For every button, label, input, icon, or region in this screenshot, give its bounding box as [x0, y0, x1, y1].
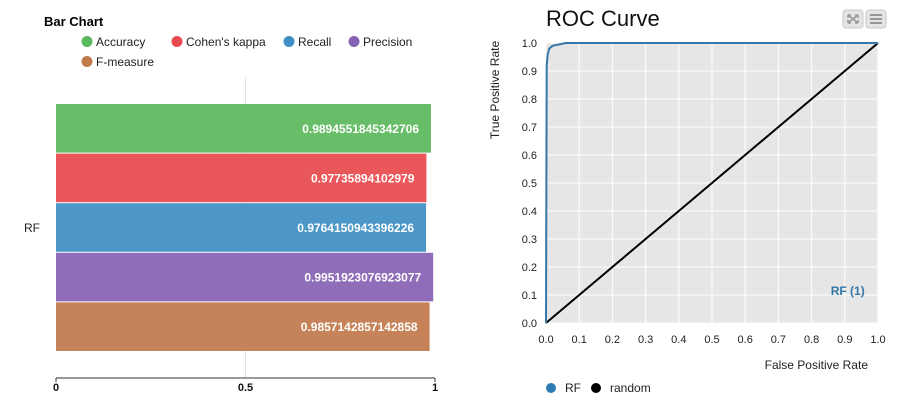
bar-chart-title: Bar Chart	[44, 14, 104, 29]
x-tick-label-0: 0.0	[538, 334, 553, 346]
x-tick-label-1: 0.5	[238, 382, 253, 394]
y-tick-label-10: 1.0	[522, 38, 537, 50]
y-tick-label-5: 0.5	[522, 178, 537, 190]
x-tick-label-4: 0.4	[671, 334, 686, 346]
y-tick-label-4: 0.4	[522, 206, 537, 218]
legend-marker-1	[591, 383, 601, 393]
roc-chart: ROC Curve 0.0 0.1 0.2 0.3 0.4 0.5 0.6 0.7 0.8 0.9…	[488, 6, 887, 395]
bar-chart: Bar Chart Accuracy Cohen's kappa Recall Pre…	[24, 14, 438, 394]
rf-series-annotation: RF (1)	[831, 284, 865, 298]
x-tick-label-9: 0.9	[837, 334, 852, 346]
series-line-rf	[545, 42, 878, 324]
x-tick-label-2: 0.2	[605, 334, 620, 346]
bar-3	[56, 252, 434, 302]
bar-1	[56, 153, 427, 203]
y-tick-label-0: 0.0	[522, 318, 537, 330]
bar-chart-legend: Accuracy Cohen's kappa Recall Precision F-me…	[81, 35, 412, 69]
legend-label-1: random	[610, 381, 651, 395]
legend-label-0: Accuracy	[96, 35, 145, 49]
y-tick-label-2: 0.2	[522, 262, 537, 274]
roc-chart-title: ROC Curve	[546, 6, 660, 31]
series-line-random	[545, 42, 879, 324]
x-tick-label-6: 0.6	[738, 334, 753, 346]
bar-4	[56, 302, 430, 351]
legend-marker-3	[348, 36, 360, 47]
bar-chart-axis: 0 0.5 1 RF	[24, 221, 438, 394]
x-tick-label-0: 0	[53, 382, 59, 394]
x-tick-label-1: 0.1	[572, 334, 587, 346]
legend-label-0: RF	[565, 381, 581, 395]
x-tick-label-7: 0.7	[771, 334, 786, 346]
legend-marker-2	[283, 36, 295, 47]
bar-value-label-0: 0.9894551845342706	[302, 122, 419, 136]
legend-label-4: F-measure	[96, 55, 154, 69]
y-tick-label-9: 0.9	[522, 66, 537, 78]
y-tick-label-1: 0.1	[522, 290, 537, 302]
zoom-button[interactable]	[842, 9, 864, 29]
x-tick-label-3: 0.3	[638, 334, 653, 346]
bar-value-label-4: 0.9857142857142858	[301, 320, 418, 334]
x-tick-label-2: 1	[432, 382, 438, 394]
legend-marker-1	[171, 36, 183, 47]
x-tick-label-8: 0.8	[804, 334, 819, 346]
y-tick-label-8: 0.8	[522, 94, 537, 106]
bar-chart-bars: 0.9894551845342706 0.97735894102979 0.9764…	[56, 104, 434, 351]
y-tick-label-6: 0.6	[522, 150, 537, 162]
bar-0	[56, 104, 432, 153]
y-tick-label-7: 0.7	[522, 122, 537, 134]
legend-marker-0	[81, 36, 93, 47]
bar-value-label-3: 0.9951923076923077	[304, 271, 421, 285]
roc-y-axis-label: True Positive Rate	[488, 41, 502, 140]
legend-marker-4	[81, 56, 93, 67]
expand-icon	[847, 14, 859, 24]
legend-label-1: Cohen's kappa	[186, 35, 266, 49]
menu-icon	[870, 14, 882, 24]
roc-x-axis-label: False Positive Rate	[765, 358, 869, 372]
bar-2	[56, 203, 427, 252]
bar-value-label-1: 0.97735894102979	[311, 171, 415, 185]
y-tick-label-3: 0.3	[522, 234, 537, 246]
legend-marker-0	[546, 383, 556, 393]
bar-value-label-2: 0.9764150943396226	[297, 221, 414, 235]
menu-button[interactable]	[865, 9, 887, 29]
x-tick-label-5: 0.5	[704, 334, 719, 346]
x-tick-label-10: 1.0	[870, 334, 885, 346]
legend-label-2: Recall	[298, 35, 331, 49]
legend-label-3: Precision	[363, 35, 412, 49]
category-label-0: RF	[24, 221, 40, 235]
roc-plot-area: 0.0 0.1 0.2 0.3 0.4 0.5 0.6 0.7 0.8 0.9 1.0 0.0 0.1 0…	[522, 38, 886, 346]
roc-chart-legend: RF random	[546, 381, 651, 395]
